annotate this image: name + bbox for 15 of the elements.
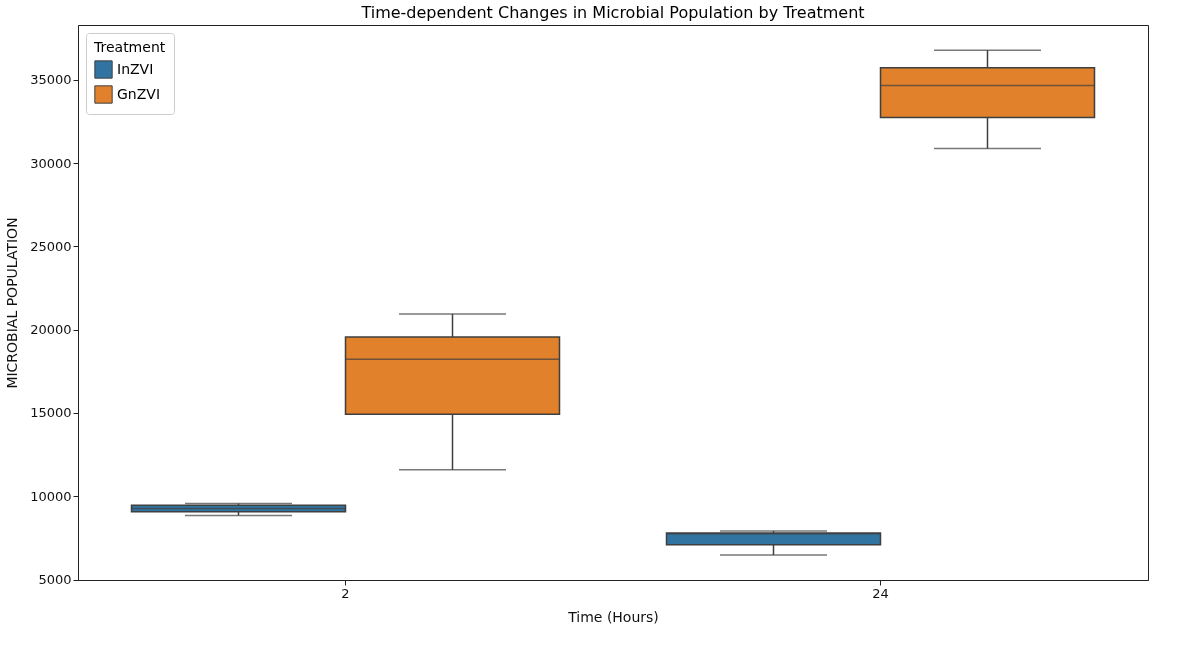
y-tick-label: 15000 bbox=[30, 405, 72, 421]
y-tick-label: 35000 bbox=[30, 72, 72, 88]
x-tick-label: 2 bbox=[341, 585, 350, 601]
y-tick-label: 5000 bbox=[38, 572, 72, 587]
x-axis-title: Time (Hours) bbox=[567, 608, 659, 625]
y-tick-label: 10000 bbox=[30, 488, 72, 504]
y-tick-label: 20000 bbox=[30, 322, 72, 338]
legend-title: Treatment bbox=[93, 39, 166, 55]
chart-title: Time-dependent Changes in Microbial Population by Treatment bbox=[360, 3, 865, 22]
legend-label: InZVI bbox=[117, 60, 154, 77]
y-tick-label: 30000 bbox=[30, 155, 72, 171]
x-tick-label: 24 bbox=[872, 585, 889, 601]
y-tick-label: 25000 bbox=[30, 238, 72, 254]
legend-label: GnZVI bbox=[117, 85, 161, 102]
y-axis-title: MICROBIAL POPULATION bbox=[4, 217, 21, 389]
